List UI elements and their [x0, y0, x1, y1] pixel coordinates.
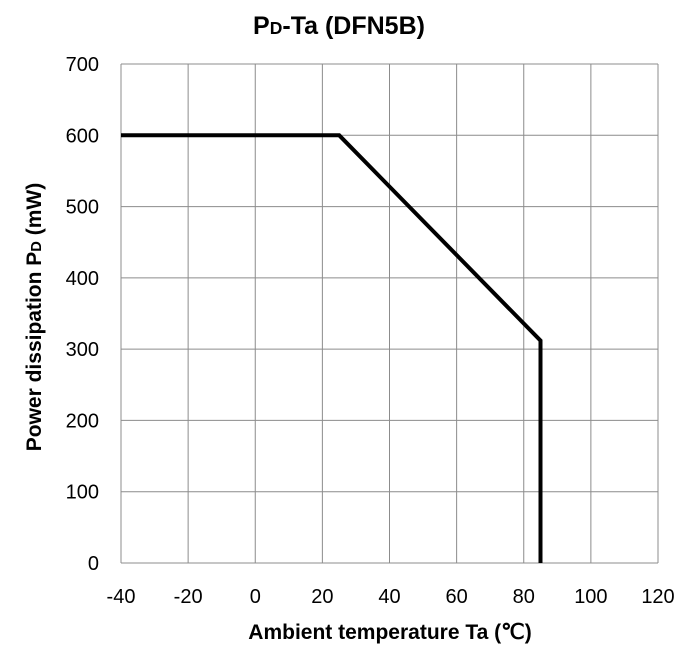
y-tick-label: 300: [66, 339, 99, 361]
y-tick-label: 500: [66, 197, 99, 219]
grid: [120, 63, 659, 564]
x-tick-label: -40: [107, 586, 136, 608]
x-tick-label: 20: [311, 586, 333, 608]
x-tick-label: -20: [174, 586, 203, 608]
y-tick-label: 0: [88, 553, 99, 575]
y-tick-label: 200: [66, 410, 99, 432]
series-layer: [121, 133, 543, 563]
x-tick-label: 40: [378, 586, 400, 608]
x-axis-label: Ambient temperature Ta (℃): [248, 621, 532, 644]
x-tick-label: 100: [574, 586, 607, 608]
y-tick-label: 400: [66, 268, 99, 290]
chart-title: PD-Ta (DFN5B): [253, 12, 425, 40]
y-tick-label: 100: [66, 482, 99, 504]
y-axis-label: Power dissipation PD (mW): [23, 182, 46, 452]
x-tick-label: 120: [641, 586, 674, 608]
x-tick-label: 60: [446, 586, 468, 608]
series-line: [121, 133, 543, 563]
y-tick-label: 600: [66, 125, 99, 147]
x-tick-label: 0: [250, 586, 261, 608]
y-tick-label: 700: [66, 54, 99, 76]
x-tick-label: 80: [513, 586, 535, 608]
tick-labels: -40 -20 0 20 40 60 80 100 120 0 100 200 300 400 500 600…: [66, 54, 675, 608]
